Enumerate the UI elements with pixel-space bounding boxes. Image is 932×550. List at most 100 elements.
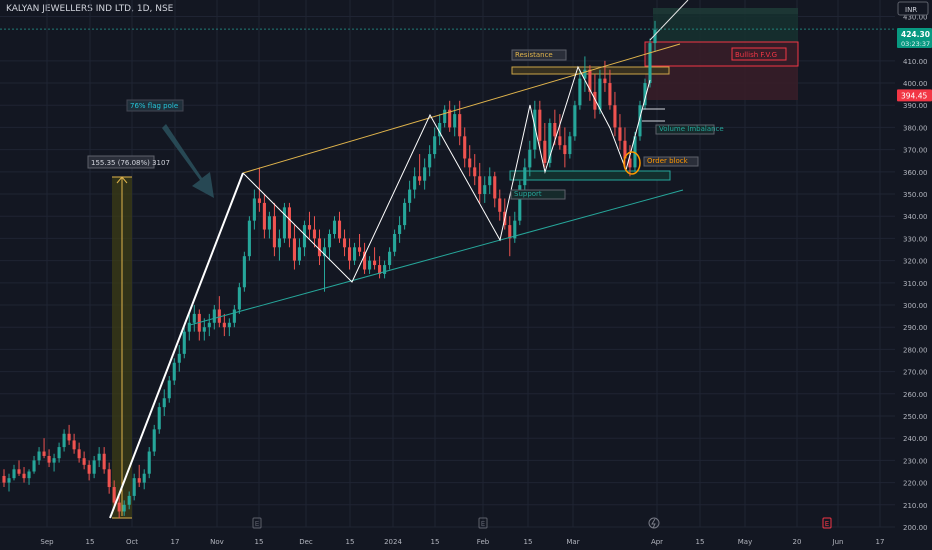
x-tick-label: Oct [126,538,138,546]
y-tick-label: 430.00 [903,13,928,21]
x-tick-label: 15 [86,538,95,546]
fvg-label-text: Bullish F.V.G [735,51,777,59]
candle-body [247,220,251,257]
candle-body [302,225,307,248]
flag-pole-label: 76% flag pole [126,99,184,112]
candle-body [112,487,116,503]
y-tick-label: 390.00 [903,102,928,110]
candle-body [598,78,602,110]
candle-body [633,136,637,168]
candle-body [603,78,607,84]
y-tick-label: 220.00 [903,480,928,488]
candle-body [553,122,557,137]
candle-body [207,322,211,328]
flag-pole-label-bg [126,99,184,112]
candle-body [47,455,51,463]
volume-imbalance-label-bg [655,124,715,135]
candle-body [97,453,101,461]
currency-text: INR [905,6,917,14]
candle-body [322,247,327,257]
measure-label: 155.35 (76.08%) 3107 [87,155,170,169]
candle-body [162,398,166,408]
candle-body [142,473,146,483]
y-tick-label: 400.00 [903,80,928,88]
candle-body [182,331,186,354]
candle-body [267,216,271,230]
x-tick-label: May [738,538,752,546]
y-tick-label: 260.00 [903,391,928,399]
candle-body [2,475,6,483]
candle-body [568,136,572,155]
candle-body [242,256,246,288]
y-tick-label: 280.00 [903,346,928,354]
candle-body [488,176,492,186]
candle-body [62,433,66,448]
candle-body [92,460,96,474]
candle-body [523,167,527,186]
candle-body [438,122,442,137]
candle-body [12,469,16,479]
candle-body [87,464,91,474]
y-tick-label: 200.00 [903,524,928,532]
x-tick-label: 15 [255,538,264,546]
candle-body [573,105,577,137]
candle-body [393,233,397,252]
x-tick-label: Dec [299,538,313,546]
candle-body [227,322,231,328]
currency-bg [897,1,929,16]
earnings-marker: E [822,517,832,529]
candle-body [77,449,81,459]
resistance-label: Resistance [511,49,567,61]
flag-pole-label-text: 76% flag pole [130,102,178,110]
earnings-marker: E [252,517,262,529]
candle-body [132,478,136,496]
earnings-text: E [825,520,829,528]
order-block-label-bg [643,156,699,167]
support-label-text: Support [514,190,542,198]
candle-body [67,433,71,441]
fvg-label-bg [731,47,787,61]
last-price-text: 424.30 [901,30,930,39]
x-tick-label: Sep [40,538,54,546]
earnings-text: E [255,520,259,528]
candle-body [137,478,141,483]
candle-body [332,220,337,234]
candle-body [7,478,11,483]
candle-body [287,207,291,239]
candle-body [593,91,597,110]
candle-body [373,260,377,266]
candle-body [368,260,372,270]
upper-flag-line [242,43,681,174]
trend-lines [0,0,895,519]
x-tick-label: Nov [210,538,224,546]
y-tick-label: 340.00 [903,213,928,221]
candle-body [408,189,412,203]
candle-body [232,309,236,323]
candle-body [493,176,497,199]
last-price-bg [897,28,932,48]
currency-badge: INR [897,1,929,16]
order-block-circle [623,151,641,175]
zigzag-line [242,65,651,283]
earnings-text: E [481,520,485,528]
candle-body [548,122,552,163]
candle-body [217,309,221,323]
candle-body [282,207,286,239]
candle-body [22,473,26,479]
candle-body [37,451,41,461]
annotations: 155.35 (76.08%) 3107 76% flag pole Resista… [87,47,787,200]
support-label-bg [510,189,566,200]
x-tick-label: Mar [566,538,579,546]
candle-body [418,176,422,181]
candle-body [72,440,76,450]
countdown-text: 03:23:37 [901,40,930,48]
y-tick-label: 370.00 [903,147,928,155]
candle-body [17,469,21,474]
candle-body [578,78,582,106]
candle-body [468,158,472,168]
y-tick-label: 350.00 [903,191,928,199]
candle-body [292,238,296,261]
y-tick-label: 410.00 [903,58,928,66]
